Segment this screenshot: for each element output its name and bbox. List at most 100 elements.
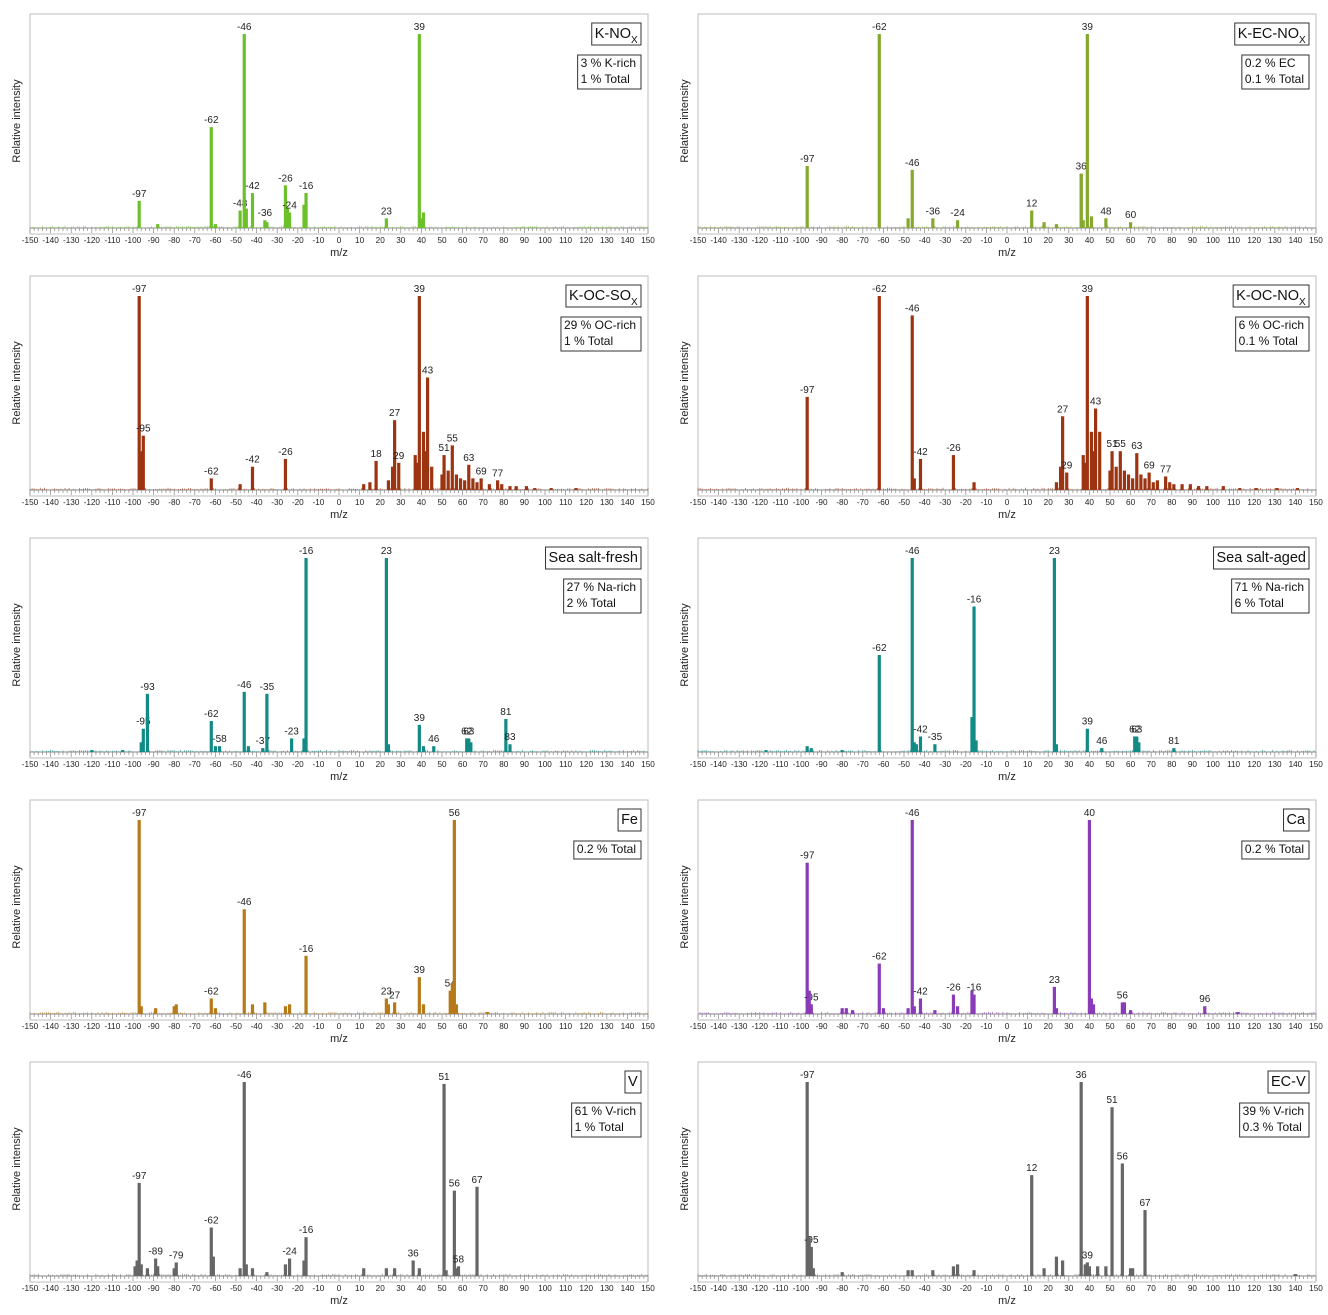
peak-bar <box>242 34 246 228</box>
panel-info-line: 0.2 % Total <box>1245 842 1304 856</box>
x-tick-label: 30 <box>1064 236 1074 245</box>
x-tick-label: 40 <box>417 236 427 245</box>
x-tick-label: -90 <box>816 498 828 507</box>
noise-floor <box>29 1011 649 1014</box>
peak-bar <box>840 750 844 752</box>
y-axis-label: Relative intensity <box>11 1127 23 1211</box>
peak-bar <box>137 820 141 1014</box>
x-tick-label: 10 <box>355 498 365 507</box>
peak-bar <box>807 1237 811 1276</box>
panel-title-text: Sea salt-fresh <box>549 550 638 566</box>
peak-label: 18 <box>371 449 383 460</box>
peak-bar <box>1188 484 1192 490</box>
peak-bar <box>417 724 421 752</box>
x-tick-label: -40 <box>919 1022 931 1031</box>
peak-bar <box>304 558 308 752</box>
noise-floor <box>697 1273 1317 1276</box>
x-tick-label: -80 <box>836 236 848 245</box>
peak-label: -46 <box>237 680 252 691</box>
panel-title: K-OC-NOX <box>1232 284 1310 308</box>
peak-bar <box>1155 480 1159 490</box>
x-tick-label: -100 <box>793 236 810 245</box>
x-tick-label: -100 <box>125 1284 142 1293</box>
x-tick-label: 100 <box>1206 1022 1220 1031</box>
x-tick-label: -120 <box>752 1284 769 1293</box>
peak-bar <box>1196 486 1201 490</box>
peak-bar <box>450 445 454 490</box>
x-tick-label: -110 <box>773 236 789 245</box>
panel-title-box <box>565 284 642 308</box>
peak-bar <box>135 1260 139 1276</box>
x-tick-label: 70 <box>1147 760 1157 769</box>
peak-bar <box>467 464 471 490</box>
peak-bar <box>209 998 213 1014</box>
x-tick-label: -90 <box>148 1022 160 1031</box>
x-tick-label: -20 <box>292 1284 304 1293</box>
peak-bar <box>1180 484 1184 490</box>
x-tick-label: -100 <box>793 1022 810 1031</box>
panel-info-box <box>1241 54 1310 90</box>
peak-bar <box>209 720 213 752</box>
peak-bar <box>442 1083 446 1276</box>
x-tick-label: 40 <box>417 760 427 769</box>
x-tick-label: 50 <box>437 498 447 507</box>
peak-bar <box>454 1004 459 1014</box>
x-tick-label: -110 <box>105 1284 121 1293</box>
x-tick-label: -130 <box>63 760 80 769</box>
x-tick-label: 110 <box>559 498 572 507</box>
x-tick-label: 130 <box>600 1022 614 1031</box>
noise-floor <box>697 1011 1317 1014</box>
peak-label: -35 <box>260 682 275 693</box>
x-tick-label: 60 <box>458 498 468 507</box>
x-tick-label: 60 <box>458 236 468 245</box>
peak-bar <box>1083 1264 1087 1276</box>
peak-label: -26 <box>278 173 293 184</box>
peak-bar <box>432 746 436 752</box>
x-axis-label: m/z <box>330 509 348 521</box>
peak-bar <box>238 484 242 490</box>
peak-bar <box>242 1082 246 1276</box>
panel-title-subscript: X <box>631 297 638 308</box>
peak-bar <box>430 466 434 490</box>
peak-label: -62 <box>872 643 887 654</box>
peak-bar <box>283 1264 288 1276</box>
peak-bar <box>421 746 426 752</box>
x-tick-label: 0 <box>1005 1284 1010 1293</box>
peak-bar <box>139 1264 143 1276</box>
peak-bar <box>137 296 141 490</box>
peak-label: -24 <box>282 200 297 211</box>
peak-label: -16 <box>299 546 314 557</box>
peak-label: 54 <box>445 979 457 990</box>
x-tick-label: -140 <box>42 236 59 245</box>
x-tick-label: 50 <box>1105 760 1115 769</box>
peak-bar <box>172 1268 176 1276</box>
peak-label: 81 <box>1168 736 1180 747</box>
peak-bar <box>844 1008 848 1014</box>
x-tick-label: 80 <box>1167 498 1177 507</box>
x-tick-label: -30 <box>939 1022 951 1031</box>
x-tick-label: 30 <box>396 760 406 769</box>
peak-bar <box>1203 1006 1207 1014</box>
x-axis-label: m/z <box>330 247 348 259</box>
x-tick-label: 130 <box>1268 1284 1282 1293</box>
x-tick-label: 80 <box>1167 1022 1177 1031</box>
x-tick-label: -80 <box>836 760 848 769</box>
x-tick-label: -40 <box>919 498 931 507</box>
peak-label: -95 <box>804 992 819 1003</box>
x-tick-label: -70 <box>189 236 201 245</box>
panel-info-line: 1 % Total <box>575 1120 624 1134</box>
peak-bar <box>1085 728 1089 752</box>
peak-bar <box>1052 986 1056 1014</box>
peak-bar <box>469 742 473 752</box>
panel-title-text: Sea salt-aged <box>1217 550 1306 566</box>
x-tick-label: -60 <box>877 1022 889 1031</box>
peak-bar <box>141 435 145 490</box>
peak-bar <box>1122 1002 1127 1014</box>
peak-label: -37 <box>256 736 271 747</box>
peak-bar <box>250 193 255 228</box>
peak-bar <box>250 466 255 490</box>
peak-label: 12 <box>1026 1163 1038 1174</box>
peak-label: 39 <box>414 284 426 295</box>
x-tick-label: 110 <box>1227 498 1240 507</box>
panel-info-box <box>1235 316 1310 352</box>
